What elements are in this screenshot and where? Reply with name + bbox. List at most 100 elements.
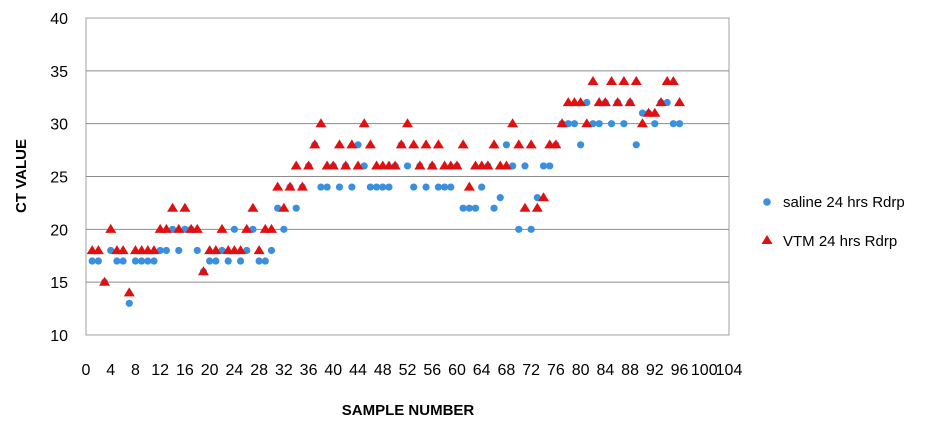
- point-vtm: [500, 160, 512, 170]
- point-saline: [496, 194, 504, 202]
- x-tick-label: 36: [300, 362, 318, 379]
- x-tick-label: 64: [473, 362, 491, 379]
- x-tick-label: 48: [374, 362, 392, 379]
- point-saline: [577, 141, 585, 149]
- x-tick-labels: 0 4 8 12 16 20 24 28 32 36 40 44 48 52 56 60 64 68 72 76 80 8…: [82, 362, 743, 379]
- point-saline: [434, 183, 443, 191]
- point-saline: [490, 204, 498, 212]
- point-saline: [471, 204, 480, 212]
- point-saline: [440, 183, 449, 191]
- legend-marker-vtm: [761, 235, 773, 244]
- point-saline: [527, 225, 535, 233]
- point-vtm: [426, 160, 438, 170]
- point-vtm: [148, 245, 160, 255]
- point-saline: [224, 257, 232, 265]
- point-vtm: [599, 97, 611, 107]
- point-vtm: [674, 97, 686, 107]
- point-vtm: [575, 97, 587, 107]
- point-vtm: [519, 202, 531, 212]
- point-vtm: [253, 245, 265, 255]
- point-vtm: [432, 139, 444, 149]
- point-saline: [379, 183, 387, 191]
- point-saline: [669, 120, 677, 128]
- x-tick-label: 84: [596, 362, 614, 379]
- point-saline: [410, 183, 418, 191]
- point-saline: [502, 141, 511, 149]
- point-vtm: [123, 287, 135, 297]
- point-saline: [348, 183, 356, 191]
- point-vtm: [531, 202, 543, 212]
- point-saline: [570, 120, 579, 128]
- x-tick-label: 24: [225, 362, 243, 379]
- point-saline: [515, 225, 523, 233]
- point-saline: [372, 183, 381, 191]
- point-vtm: [408, 139, 420, 149]
- point-saline: [267, 246, 276, 255]
- point-vtm: [160, 223, 172, 233]
- point-vtm: [649, 107, 661, 117]
- y-tick-label: 35: [50, 64, 68, 81]
- point-saline: [230, 225, 238, 233]
- point-saline: [447, 183, 455, 191]
- point-vtm: [210, 245, 222, 255]
- point-saline: [131, 257, 140, 265]
- x-tick-label: 20: [201, 362, 219, 379]
- point-saline: [335, 183, 344, 191]
- x-tick-label: 68: [498, 362, 516, 379]
- point-saline: [236, 257, 245, 265]
- point-saline: [292, 204, 300, 212]
- point-saline: [539, 162, 548, 170]
- point-vtm: [395, 139, 407, 149]
- point-vtm: [606, 76, 618, 85]
- point-vtm: [402, 118, 413, 128]
- point-saline: [546, 162, 554, 170]
- point-saline: [403, 162, 412, 170]
- y-tick-label: 40: [50, 11, 68, 28]
- x-tick-label: 80: [572, 362, 590, 379]
- point-vtm: [352, 160, 364, 170]
- point-vtm: [303, 160, 315, 170]
- point-vtm: [636, 118, 648, 128]
- x-tick-label: 16: [176, 362, 194, 379]
- y-axis-title: CT VALUE: [13, 139, 30, 213]
- point-vtm: [414, 160, 426, 170]
- point-saline: [620, 120, 628, 128]
- point-vtm: [241, 223, 253, 233]
- point-vtm: [507, 118, 519, 128]
- point-saline: [206, 257, 214, 265]
- point-saline: [175, 246, 183, 255]
- point-saline: [144, 257, 152, 265]
- x-tick-label: 60: [448, 362, 466, 379]
- point-vtm: [265, 223, 277, 233]
- point-saline: [261, 257, 269, 265]
- point-vtm: [235, 245, 247, 255]
- point-saline: [162, 246, 170, 255]
- point-vtm: [327, 160, 339, 170]
- x-axis-title: SAMPLE NUMBER: [342, 402, 475, 419]
- point-saline: [422, 183, 430, 191]
- point-vtm: [216, 223, 228, 233]
- x-tick-label: 52: [399, 362, 417, 379]
- y-tick-label: 25: [50, 170, 68, 187]
- point-vtm: [364, 139, 376, 149]
- point-vtm: [556, 118, 568, 128]
- y-tick-label: 30: [50, 117, 68, 134]
- point-vtm: [272, 181, 284, 191]
- point-saline: [595, 120, 603, 128]
- x-tick-label: 56: [423, 362, 441, 379]
- point-vtm: [550, 139, 562, 149]
- point-saline: [317, 183, 325, 191]
- legend-label-vtm: VTM 24 hrs Rdrp: [783, 233, 897, 250]
- point-saline: [675, 120, 684, 128]
- point-vtm: [173, 223, 185, 233]
- point-vtm: [525, 139, 537, 149]
- point-vtm: [612, 97, 624, 107]
- point-vtm: [488, 139, 500, 149]
- x-tick-label: 8: [131, 362, 140, 379]
- point-vtm: [99, 276, 111, 286]
- point-saline: [607, 120, 616, 128]
- point-saline: [323, 183, 331, 191]
- point-saline: [94, 257, 102, 265]
- point-vtm: [538, 192, 550, 202]
